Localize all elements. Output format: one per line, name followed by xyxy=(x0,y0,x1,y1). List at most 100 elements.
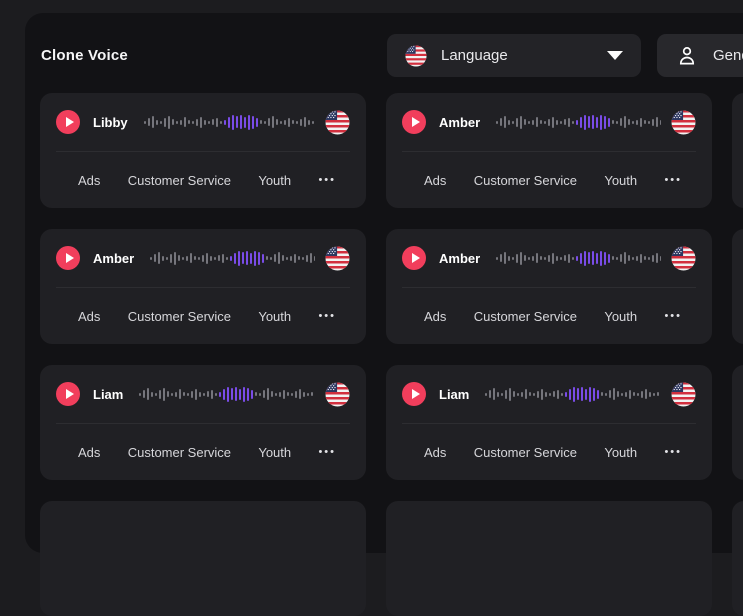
waveform-bar xyxy=(314,255,315,261)
tag-ads[interactable]: Ads xyxy=(78,308,101,324)
waveform-bar xyxy=(270,256,273,260)
more-options-button[interactable]: ••• xyxy=(318,310,336,322)
waveform-bar xyxy=(211,389,214,399)
tag-ads[interactable]: Ads xyxy=(78,172,101,188)
more-options-button[interactable]: ••• xyxy=(664,174,682,186)
tag-customer-service[interactable]: Customer Service xyxy=(473,308,578,324)
waveform-bar xyxy=(605,392,608,396)
waveform-bar xyxy=(206,252,209,264)
waveform-bar xyxy=(568,253,571,263)
waveform-bar xyxy=(282,255,285,261)
play-button[interactable] xyxy=(56,246,80,270)
waveform-bar xyxy=(609,390,612,398)
waveform-bar xyxy=(198,256,201,260)
divider xyxy=(402,423,696,424)
waveform-bar xyxy=(640,253,643,263)
card-tags: Ads Customer Service Youth ••• xyxy=(386,152,712,208)
more-options-button[interactable]: ••• xyxy=(664,446,682,458)
gender-filter-dropdown[interactable]: Gender xyxy=(657,34,743,77)
tag-youth[interactable]: Youth xyxy=(604,172,638,188)
waveform-bar xyxy=(636,119,639,125)
waveform-bar xyxy=(525,389,528,399)
play-button[interactable] xyxy=(402,246,426,270)
waveform-bar xyxy=(223,388,226,400)
waveform-bar xyxy=(275,392,278,396)
waveform-bar xyxy=(203,119,206,125)
voice-name: Amber xyxy=(439,250,481,266)
waveform-bar xyxy=(159,389,162,399)
play-button[interactable] xyxy=(56,382,80,406)
waveform-bar xyxy=(641,390,644,398)
waveform-bar xyxy=(613,388,616,400)
waveform-bar xyxy=(560,256,563,260)
waveform-bar xyxy=(541,388,544,400)
language-filter-dropdown[interactable]: Language xyxy=(387,34,641,77)
waveform-bar xyxy=(604,251,607,265)
waveform-bar xyxy=(247,114,250,130)
tag-youth[interactable]: Youth xyxy=(258,444,292,460)
waveform-bar xyxy=(504,252,507,264)
waveform-bar xyxy=(238,250,241,266)
waveform-bar xyxy=(581,387,584,401)
waveform-bar xyxy=(171,392,174,396)
tag-customer-service[interactable]: Customer Service xyxy=(473,172,578,188)
tag-ads[interactable]: Ads xyxy=(424,444,447,460)
waveform-bar xyxy=(516,117,519,127)
waveform-bar xyxy=(218,255,221,261)
waveform xyxy=(496,250,661,266)
language-filter-label: Language xyxy=(441,47,508,64)
waveform-bar xyxy=(187,392,190,396)
play-button[interactable] xyxy=(402,110,426,134)
voice-card: Liam Ads Customer Service Youth ••• xyxy=(386,365,712,480)
tag-customer-service[interactable]: Customer Service xyxy=(127,172,232,188)
more-options-button[interactable]: ••• xyxy=(664,310,682,322)
waveform xyxy=(143,114,315,130)
waveform-bar xyxy=(660,119,661,125)
waveform-bar xyxy=(549,392,552,396)
waveform-bar xyxy=(621,392,624,396)
us-flag-icon xyxy=(325,246,350,271)
waveform-bar xyxy=(577,388,580,400)
waveform-bar xyxy=(580,116,583,128)
waveform-bar xyxy=(516,253,519,263)
tag-customer-service[interactable]: Customer Service xyxy=(127,444,232,460)
waveform-bar xyxy=(263,120,266,124)
more-options-button[interactable]: ••• xyxy=(318,446,336,458)
waveform-bar xyxy=(275,119,278,125)
waveform-bar xyxy=(636,255,639,261)
waveform-bar xyxy=(151,391,154,397)
waveform-bar xyxy=(167,391,170,397)
card-tags: Ads Customer Service Youth ••• xyxy=(386,424,712,480)
tag-ads[interactable]: Ads xyxy=(424,172,447,188)
tag-youth[interactable]: Youth xyxy=(604,308,638,324)
play-button[interactable] xyxy=(402,382,426,406)
play-button[interactable] xyxy=(56,110,80,134)
play-icon xyxy=(411,389,420,399)
waveform-bar xyxy=(183,392,186,396)
tag-youth[interactable]: Youth xyxy=(258,308,292,324)
tag-ads[interactable]: Ads xyxy=(78,444,101,460)
waveform-bar xyxy=(592,115,595,129)
divider xyxy=(56,287,350,288)
waveform-bar xyxy=(187,120,190,124)
waveform-bar xyxy=(512,256,515,260)
card-tags: Ads Customer Service Youth ••• xyxy=(40,288,366,344)
tag-youth[interactable]: Youth xyxy=(604,444,638,460)
waveform-bar xyxy=(287,117,290,127)
voice-card-partial xyxy=(732,229,743,344)
tag-customer-service[interactable]: Customer Service xyxy=(473,444,578,460)
tag-ads[interactable]: Ads xyxy=(424,308,447,324)
waveform-bar xyxy=(171,119,174,125)
waveform-bar xyxy=(596,116,599,128)
tag-customer-service[interactable]: Customer Service xyxy=(127,308,232,324)
waveform-bar xyxy=(215,117,218,127)
waveform-bar xyxy=(266,256,269,260)
more-options-button[interactable]: ••• xyxy=(318,174,336,186)
waveform-bar xyxy=(211,119,214,125)
waveform-bar xyxy=(565,391,568,397)
waveform-bar xyxy=(199,116,202,128)
tag-youth[interactable]: Youth xyxy=(258,172,292,188)
waveform-bar xyxy=(167,115,170,129)
waveform-bar xyxy=(592,251,595,265)
waveform-bar xyxy=(310,253,313,263)
